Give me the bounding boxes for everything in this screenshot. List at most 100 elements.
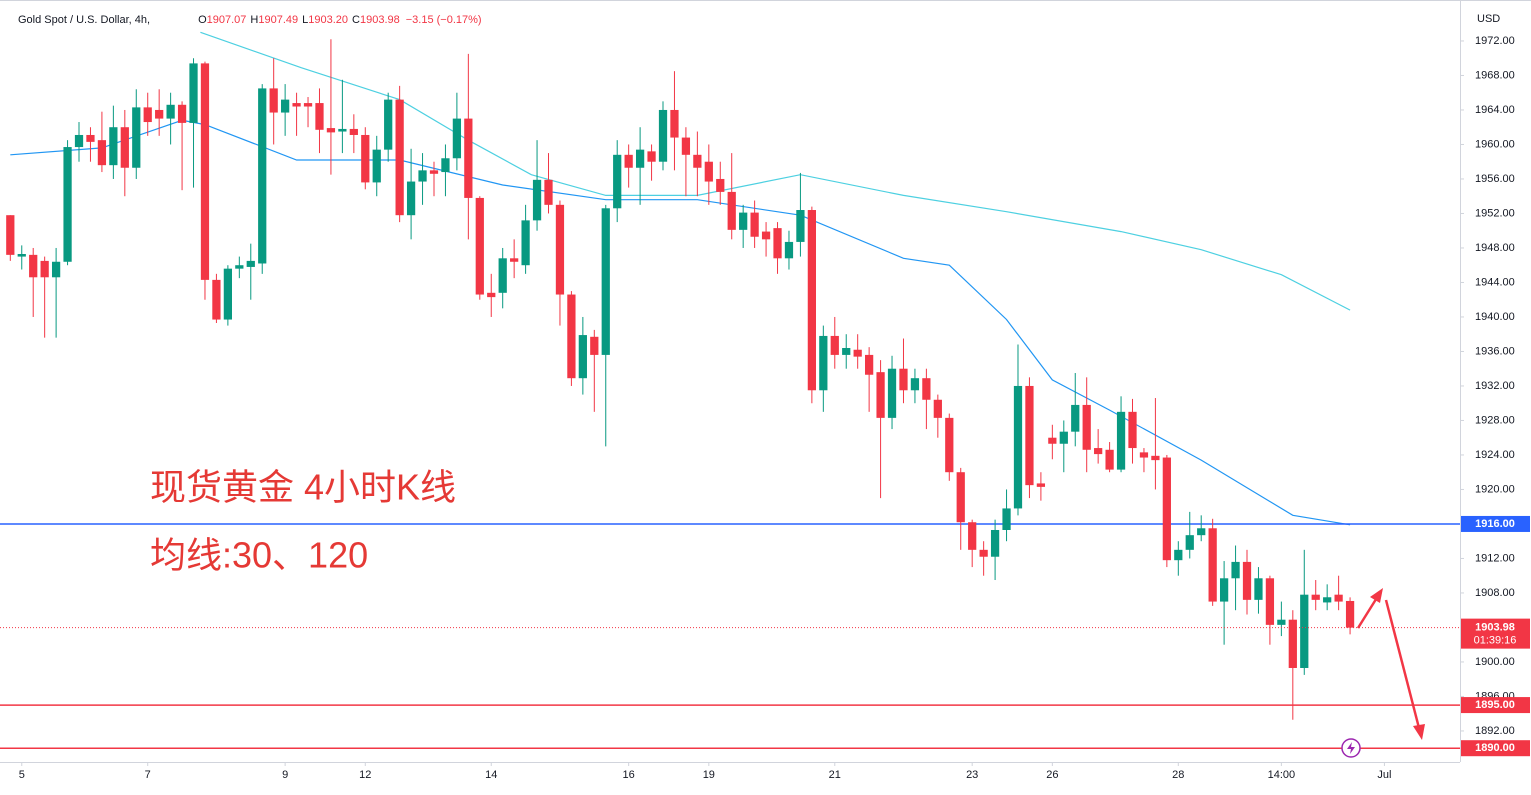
candle-body bbox=[281, 99, 290, 113]
candle-body bbox=[177, 104, 187, 123]
candle-body bbox=[395, 99, 404, 216]
candle-body bbox=[429, 170, 439, 174]
candle-body bbox=[235, 265, 244, 269]
candle-body bbox=[761, 231, 771, 240]
candle-body bbox=[784, 241, 794, 259]
x-tick-label: 7 bbox=[145, 769, 151, 781]
legend-value: 1903.20 bbox=[308, 14, 348, 26]
candle-body bbox=[1151, 455, 1160, 461]
arrow-head bbox=[1413, 724, 1425, 740]
level-label-box bbox=[1461, 740, 1530, 757]
candle-body bbox=[1242, 561, 1252, 600]
arrow-up bbox=[1356, 595, 1380, 629]
candle-body bbox=[315, 103, 324, 130]
candle-body bbox=[922, 378, 931, 400]
candle-body bbox=[1265, 578, 1275, 625]
candle-body bbox=[1116, 411, 1126, 470]
candle-body bbox=[819, 335, 828, 391]
candle-body bbox=[1059, 431, 1068, 444]
y-tick-label: 1900.00 bbox=[1475, 656, 1515, 668]
candle-body bbox=[635, 149, 645, 168]
candle-body bbox=[1071, 404, 1080, 432]
candle-body bbox=[418, 170, 427, 182]
candle-body bbox=[1219, 578, 1229, 602]
candle-body bbox=[487, 292, 496, 298]
candle-body bbox=[212, 279, 221, 320]
candle-body bbox=[544, 179, 553, 205]
candle-body bbox=[853, 349, 862, 357]
candle-body bbox=[143, 107, 152, 123]
candle-body bbox=[1139, 452, 1149, 458]
y-tick-label: 1912.00 bbox=[1475, 552, 1515, 564]
last-price-label: 1903.98 bbox=[1475, 622, 1515, 634]
candle-body bbox=[945, 417, 954, 473]
candle-body bbox=[97, 140, 107, 166]
legend-letter: H bbox=[250, 14, 258, 26]
candle-body bbox=[1174, 549, 1183, 561]
legend-value: 1903.98 bbox=[360, 14, 400, 26]
candle-body bbox=[739, 212, 748, 230]
candle-body bbox=[498, 258, 507, 293]
candle-body bbox=[1025, 385, 1034, 486]
candle-body bbox=[601, 208, 610, 355]
legend-value: 1907.07 bbox=[207, 14, 247, 26]
candle-body bbox=[578, 335, 587, 379]
candle-body bbox=[716, 178, 725, 192]
y-tick-label: 1956.00 bbox=[1475, 173, 1515, 185]
y-tick-label: 1936.00 bbox=[1475, 345, 1515, 357]
y-tick-label: 1928.00 bbox=[1475, 414, 1515, 426]
candle-body bbox=[887, 368, 897, 418]
candle-body bbox=[464, 118, 473, 198]
x-tick-label: 12 bbox=[359, 769, 371, 781]
level-label-box bbox=[1461, 697, 1530, 714]
candle-body bbox=[933, 399, 942, 418]
candle-body bbox=[292, 103, 301, 107]
legend-value: 1907.49 bbox=[258, 14, 298, 26]
candle-body bbox=[979, 549, 988, 557]
level-label: 1916.00 bbox=[1475, 518, 1515, 530]
alert-icon[interactable] bbox=[1341, 738, 1361, 758]
level-label-box bbox=[1461, 515, 1530, 532]
candle-body bbox=[372, 149, 381, 183]
candle-body bbox=[956, 472, 965, 523]
candle-body bbox=[452, 118, 462, 159]
x-tick-label: 23 bbox=[966, 769, 978, 781]
level-label: 1890.00 bbox=[1475, 742, 1515, 754]
y-tick-label: 1892.00 bbox=[1475, 725, 1515, 737]
candle-body bbox=[899, 368, 908, 391]
x-tick-label: 28 bbox=[1172, 769, 1184, 781]
candle-body bbox=[1254, 578, 1263, 600]
candle-body bbox=[521, 220, 530, 266]
candle-body bbox=[1323, 597, 1332, 603]
candle-body bbox=[269, 88, 278, 113]
candle-body bbox=[1300, 594, 1309, 668]
candle-body bbox=[200, 63, 210, 280]
x-tick-label: 14:00 bbox=[1268, 769, 1296, 781]
x-tick-label: 14 bbox=[485, 769, 497, 781]
y-tick-label: 1920.00 bbox=[1475, 483, 1515, 495]
candle-body bbox=[166, 104, 175, 119]
candle-body bbox=[441, 158, 450, 173]
candle-body bbox=[1048, 437, 1057, 444]
candle-body bbox=[1231, 561, 1240, 579]
x-tick-label: 9 bbox=[282, 769, 288, 781]
y-tick-label: 1952.00 bbox=[1475, 207, 1515, 219]
candle-body bbox=[258, 88, 267, 264]
candle-body bbox=[246, 260, 255, 267]
candle-body bbox=[910, 378, 920, 391]
x-tick-label: 21 bbox=[829, 769, 841, 781]
candle-body bbox=[670, 109, 679, 138]
legend-change: −3.15 (−0.17%) bbox=[406, 14, 482, 26]
y-tick-label: 1968.00 bbox=[1475, 69, 1515, 81]
candle-body bbox=[1277, 619, 1286, 625]
candle-body bbox=[1162, 457, 1171, 561]
x-tick-label: 5 bbox=[19, 769, 25, 781]
y-tick-label: 1924.00 bbox=[1475, 449, 1515, 461]
candle-body bbox=[613, 154, 622, 209]
candle-body bbox=[1334, 594, 1343, 602]
x-tick-label: Jul bbox=[1377, 769, 1391, 781]
candle-body bbox=[658, 109, 668, 162]
candle-body bbox=[349, 128, 358, 135]
